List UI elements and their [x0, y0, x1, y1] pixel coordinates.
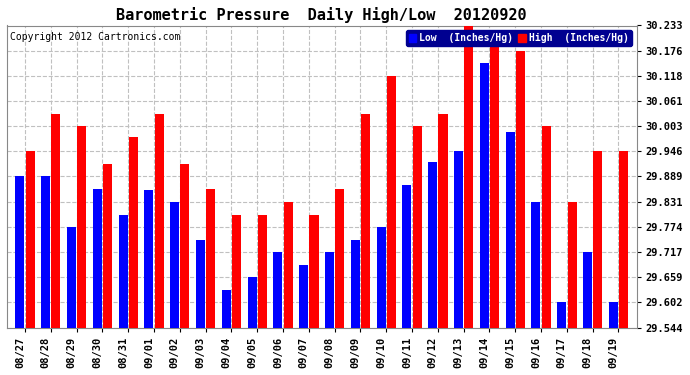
Bar — [52, 114, 61, 328]
Bar — [567, 202, 577, 328]
Bar — [119, 216, 128, 328]
Bar — [361, 114, 370, 328]
Bar — [609, 302, 618, 328]
Bar — [248, 277, 257, 328]
Bar — [103, 164, 112, 328]
Title: Barometric Pressure  Daily High/Low  20120920: Barometric Pressure Daily High/Low 20120… — [117, 7, 527, 23]
Bar — [387, 76, 396, 328]
Bar — [351, 240, 359, 328]
Bar — [490, 38, 499, 328]
Bar — [26, 152, 34, 328]
Bar — [335, 189, 344, 328]
Bar — [531, 202, 540, 328]
Bar — [299, 265, 308, 328]
Bar — [464, 26, 473, 328]
Bar — [67, 227, 76, 328]
Bar — [310, 214, 319, 328]
Bar — [273, 252, 282, 328]
Bar — [144, 190, 153, 328]
Bar — [558, 302, 566, 328]
Bar — [15, 176, 24, 328]
Bar — [583, 252, 592, 328]
Bar — [155, 114, 164, 328]
Bar — [454, 152, 463, 328]
Bar — [284, 202, 293, 328]
Text: Copyright 2012 Cartronics.com: Copyright 2012 Cartronics.com — [10, 32, 181, 42]
Bar — [593, 152, 602, 328]
Bar — [428, 162, 437, 328]
Bar — [402, 185, 411, 328]
Bar — [258, 214, 267, 328]
Bar — [181, 164, 190, 328]
Bar — [377, 227, 386, 328]
Bar — [619, 152, 628, 328]
Bar — [516, 51, 525, 328]
Bar — [232, 214, 241, 328]
Bar — [92, 189, 101, 328]
Bar — [196, 240, 205, 328]
Bar — [480, 63, 489, 328]
Bar — [129, 137, 138, 328]
Bar — [206, 189, 215, 328]
Bar — [542, 126, 551, 328]
Bar — [77, 126, 86, 328]
Bar — [170, 202, 179, 328]
Bar — [221, 290, 230, 328]
Bar — [325, 252, 334, 328]
Legend: Low  (Inches/Hg), High  (Inches/Hg): Low (Inches/Hg), High (Inches/Hg) — [406, 30, 631, 46]
Bar — [41, 176, 50, 328]
Bar — [413, 126, 422, 328]
Bar — [506, 132, 515, 328]
Bar — [438, 114, 448, 328]
